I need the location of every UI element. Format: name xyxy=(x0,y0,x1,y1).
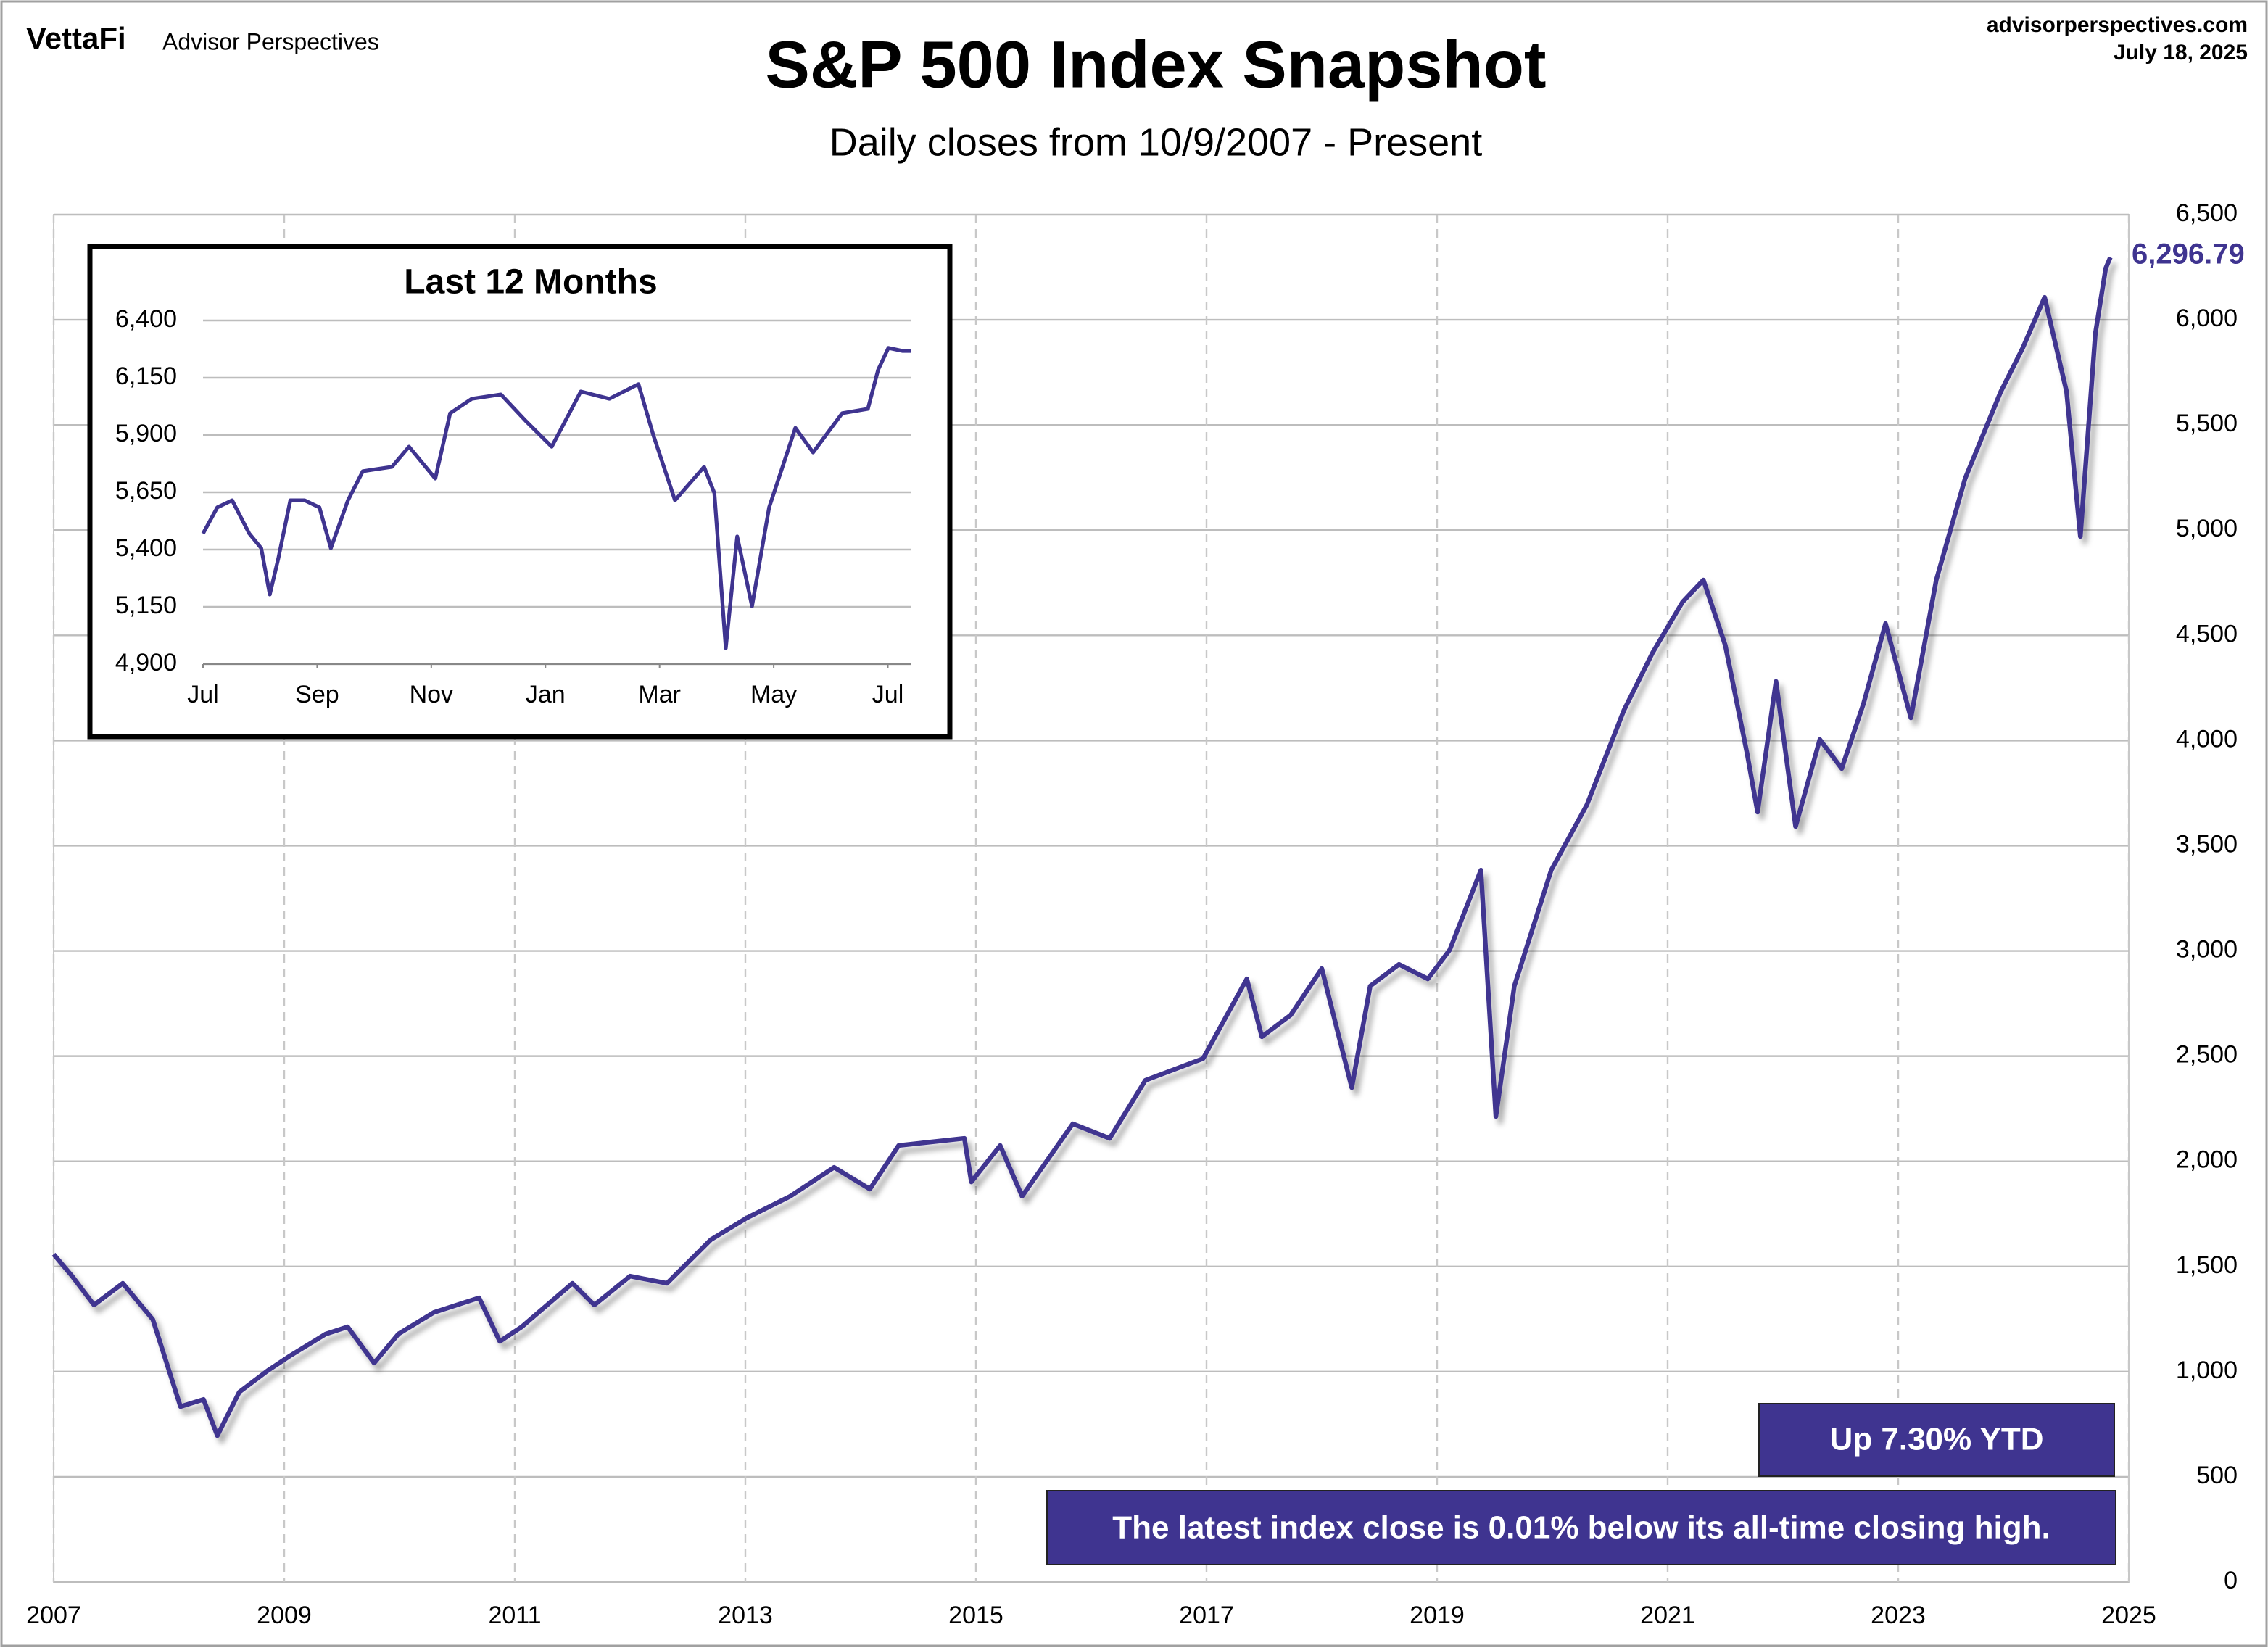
site: advisorperspectives.com xyxy=(1987,13,2248,37)
y-tick-label: 5,650 xyxy=(115,477,177,505)
y-tick-label: 500 xyxy=(2196,1462,2238,1489)
y-tick-label: 3,000 xyxy=(2176,936,2238,964)
price-line xyxy=(201,346,911,650)
y-tick-label: 4,000 xyxy=(2176,725,2238,753)
x-tick-label: 2007 xyxy=(26,1602,81,1629)
x-tick-label: 2023 xyxy=(1871,1602,1926,1629)
y-tick-label: 1,000 xyxy=(2176,1357,2238,1384)
y-tick-label: 5,900 xyxy=(115,420,177,447)
chart-title: S&P 500 Index Snapshot xyxy=(765,28,1546,102)
y-tick-label: 3,500 xyxy=(2176,830,2238,858)
chart-subtitle: Daily closes from 10/9/2007 - Present xyxy=(829,120,1482,164)
ytd-box xyxy=(1758,1403,2115,1477)
x-tick-label: 2017 xyxy=(1179,1602,1234,1629)
x-tick-label: 2019 xyxy=(1410,1602,1465,1629)
x-tick-label: 2015 xyxy=(948,1602,1003,1629)
y-tick-label: 6,400 xyxy=(115,305,177,333)
inset-title: Last 12 Months xyxy=(404,263,657,302)
y-tick-label: 1,500 xyxy=(2176,1251,2238,1279)
inset-chart: 4,900 5,150 5,400 5,650 5,900 6,150 6,400 Jul Se… xyxy=(115,305,911,708)
x-tick-label: 2009 xyxy=(257,1602,312,1629)
x-tick-label: May xyxy=(750,681,797,708)
y-tick-label: 6,150 xyxy=(115,363,177,390)
price-line xyxy=(51,256,2113,1438)
high-note: The latest index close is 0.01% below it… xyxy=(1112,1510,2050,1546)
y-tick-label: 4,500 xyxy=(2176,620,2238,647)
x-tick-label: Jul xyxy=(872,681,903,708)
x-tick-label: Jan xyxy=(526,681,566,708)
x-tick-label: Sep xyxy=(295,681,339,708)
x-tick-label: Nov xyxy=(410,681,453,708)
y-tick-label: 6,000 xyxy=(2176,305,2238,332)
y-tick-label: 5,150 xyxy=(115,592,177,619)
date: July 18, 2025 xyxy=(2114,41,2248,65)
high-box xyxy=(1046,1490,2116,1565)
x-tick-label: 2021 xyxy=(1640,1602,1695,1629)
x-tick-label: 2011 xyxy=(488,1602,541,1629)
y-tick-label: 5,000 xyxy=(2176,515,2238,542)
y-tick-label: 6,500 xyxy=(2176,199,2238,227)
brand: VettaFi xyxy=(26,21,126,55)
main-chart: 0 500 1,000 1,500 2,000 2,500 3,000 3,500 4,000 4… xyxy=(26,199,2245,1629)
y-tick-label: 5,400 xyxy=(115,534,177,562)
publisher: Advisor Perspectives xyxy=(162,28,379,54)
y-tick-label: 4,900 xyxy=(115,649,177,676)
x-tick-label: 2013 xyxy=(718,1602,773,1629)
y-tick-label: 2,000 xyxy=(2176,1146,2238,1174)
y-tick-label: 5,500 xyxy=(2176,410,2238,437)
last-value-label: 6,296.79 xyxy=(2132,239,2245,270)
x-tick-label: Mar xyxy=(638,681,681,708)
x-tick-label: 2025 xyxy=(2101,1602,2156,1629)
ytd-note: Up 7.30% YTD xyxy=(1829,1422,2043,1457)
y-tick-label: 2,500 xyxy=(2176,1041,2238,1069)
x-tick-label: Jul xyxy=(187,681,218,708)
y-tick-label: 0 xyxy=(2224,1567,2238,1594)
